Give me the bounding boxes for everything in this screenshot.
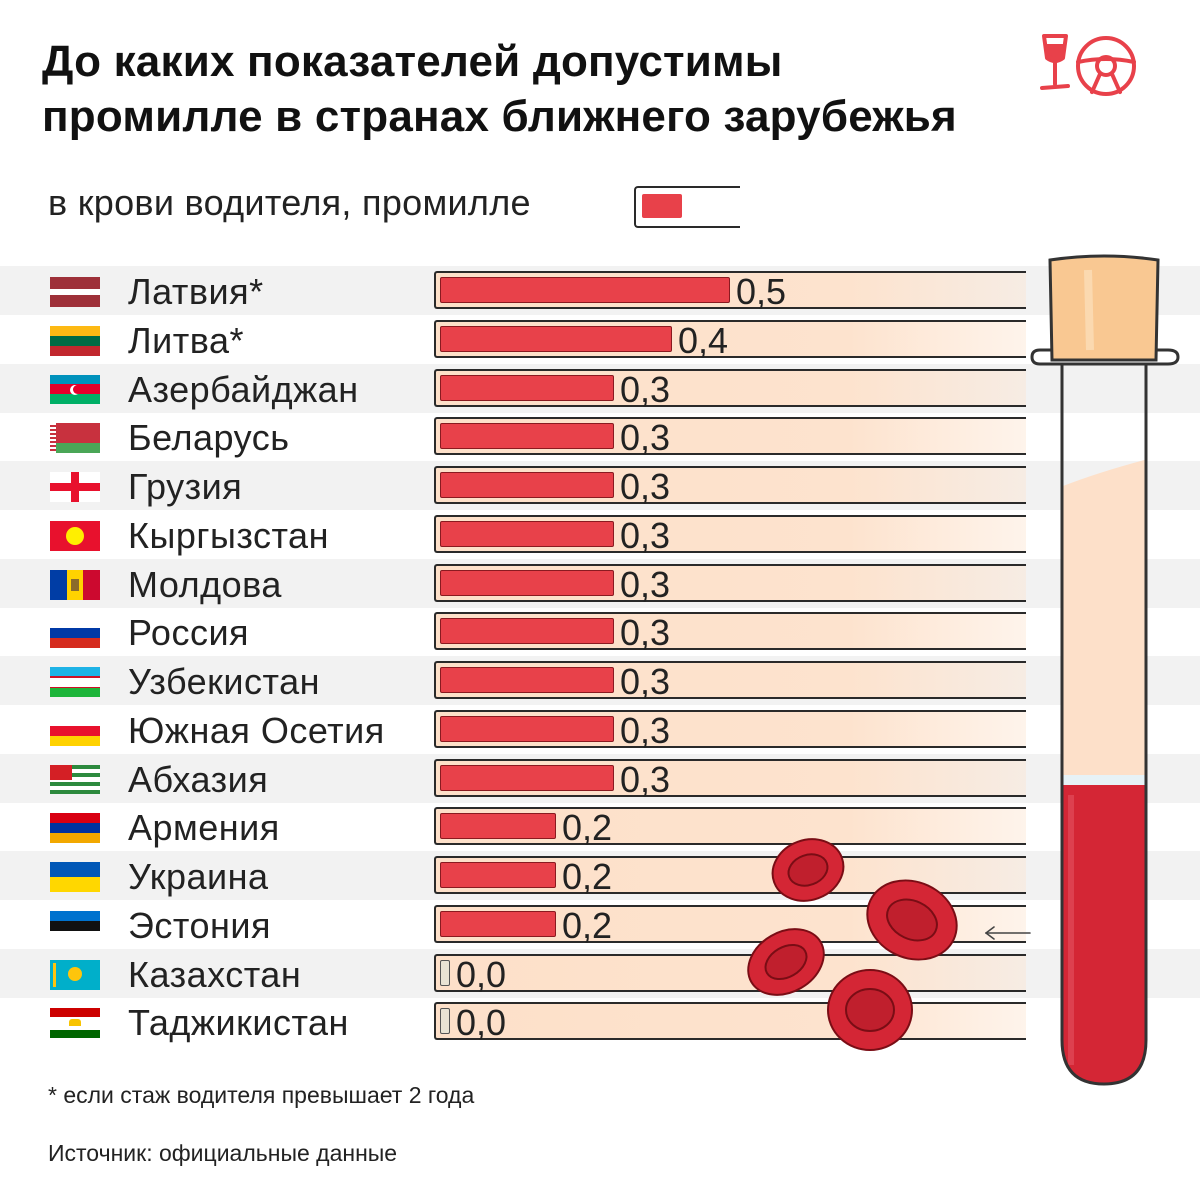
value-label: 0,3 [620,758,671,800]
blood-cells-icon [747,838,958,1051]
bar [440,764,614,791]
moldova-flag-icon [50,569,100,600]
kazakhstan-flag-icon [50,959,100,990]
value-label: 0,4 [678,319,729,361]
category-label: Узбекистан [128,661,321,702]
latvia-flag-icon [50,277,100,307]
title-line-2: промилле в странах ближнего зарубежья [42,92,957,141]
chart-row: Южная Осетия 0,3 [0,705,1200,754]
bar [440,472,614,498]
bar [440,667,614,693]
chart-row: Россия 0,3 [0,607,1200,656]
category-label: Латвия* [128,271,264,312]
category-label: Грузия [128,466,243,507]
category-label: Казахстан [128,953,302,995]
chart-row: Армения 0,2 [0,802,1200,851]
chart-row: Молдова 0,3 [0,558,1200,608]
page-title: До каких показателей допустимы промилле … [42,34,1152,144]
category-label: Литва* [128,319,244,361]
footnote: * если стаж водителя превышает 2 года [48,1082,475,1108]
value-label: 0,2 [562,807,613,849]
category-label: Украина [128,856,269,897]
category-label: Азербайджан [128,368,359,410]
bar [440,325,672,352]
category-label: Таджикистан [128,1002,349,1044]
south-ossetia-flag-icon [50,715,100,746]
value-label: 0,3 [620,417,671,459]
chart-row: Грузия 0,3 [0,461,1200,510]
value-label: 0,2 [562,856,613,897]
bar [440,520,614,547]
azerbaijan-flag-icon [50,374,100,405]
chart-row: Узбекистан 0,3 [0,656,1200,705]
bar-track [434,953,1026,992]
chart-row: Беларусь 0,3 [0,412,1200,461]
category-label: Молдова [128,563,282,605]
chart-row: Таджикистан 0,0 [0,997,1200,1046]
bar [440,374,614,401]
kyrgyzstan-flag-icon [50,520,100,551]
armenia-flag-icon [50,813,100,844]
bar-track [434,1002,1026,1041]
chart-row: Казахстан 0,0 [0,948,1200,998]
category-label: Эстония [128,904,271,946]
chart-row: Литва* 0,4 [0,315,1200,364]
category-label: Абхазия [128,758,269,800]
bar [440,569,614,596]
category-label: Россия [128,612,250,654]
chart-row: Латвия* 0,5 [0,266,1200,315]
legend-swatch [642,194,682,218]
value-label: 0,3 [620,661,671,702]
tajikistan-flag-icon [50,1008,100,1039]
chart-row: Азербайджан 0,3 [0,363,1200,413]
arrow-left-icon [985,926,1031,940]
bar [440,862,556,888]
georgia-flag-icon [50,472,100,502]
value-label: 0,2 [562,904,613,946]
belarus-flag-icon [50,423,100,454]
value-label: 0,3 [620,368,671,410]
category-label: Кыргызстан [128,514,329,556]
wine-glass-steering-wheel-icon [1040,34,1136,96]
bar [440,959,450,986]
abkhazia-flag-icon [50,764,100,795]
category-label: Беларусь [128,417,290,459]
value-label: 0,3 [620,563,671,605]
value-label: 0,3 [620,709,671,751]
russia-flag-icon [50,618,100,649]
bar [440,618,614,645]
value-label: 0,3 [620,514,671,556]
bar [440,423,614,450]
value-label: 0,3 [620,612,671,654]
value-label: 0,5 [736,271,787,312]
bar [440,1008,450,1035]
chart-row: Абхазия 0,3 [0,753,1200,803]
source-note: Источник: официальные данные [48,1140,398,1166]
title-line-1: До каких показателей допустимы [42,37,783,86]
legend-label: в крови водителя, промилле [48,182,531,223]
bar [440,715,614,742]
bar [440,910,556,937]
value-label: 0,0 [456,953,507,995]
chart-row: Украина 0,2 [0,851,1200,900]
bar [440,277,730,303]
test-tube-icon [1030,254,1180,1086]
category-label: Армения [128,807,280,849]
estonia-flag-icon [50,910,100,941]
ukraine-flag-icon [50,862,100,892]
uzbekistan-flag-icon [50,667,100,697]
value-label: 0,0 [456,1002,507,1044]
chart-row: Кыргызстан 0,3 [0,510,1200,559]
lithuania-flag-icon [50,325,100,356]
category-label: Южная Осетия [128,709,385,751]
value-label: 0,3 [620,466,671,507]
bar [440,813,556,840]
